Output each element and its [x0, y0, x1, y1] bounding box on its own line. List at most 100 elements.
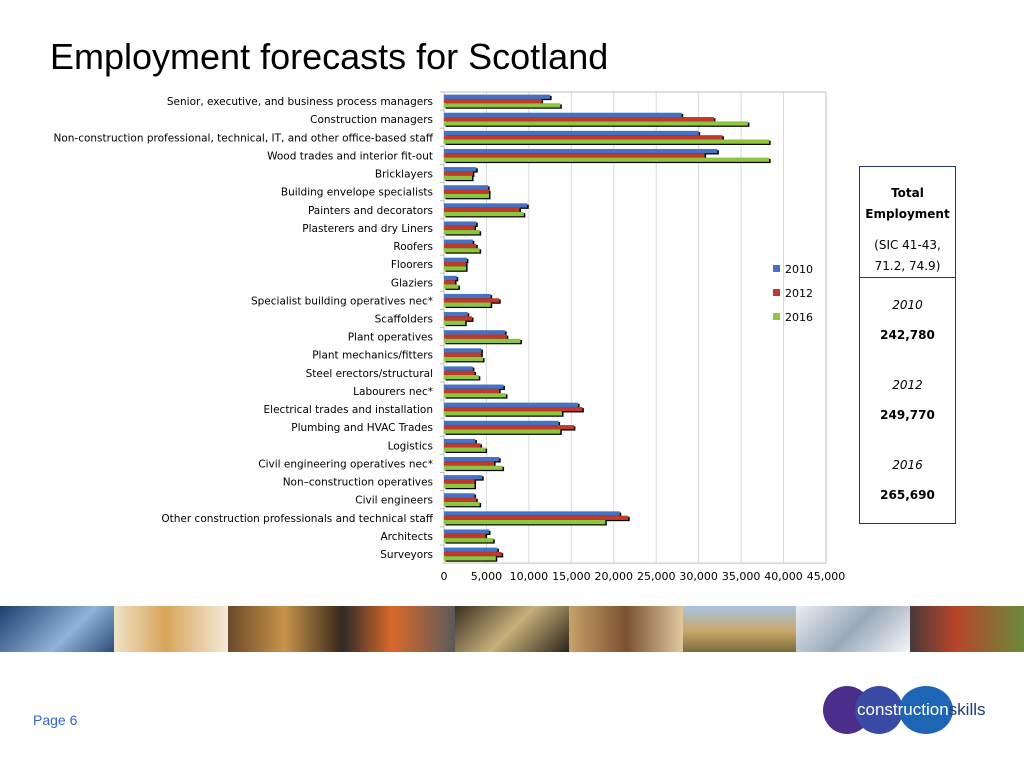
bar-2012: [444, 461, 495, 466]
bar-2010: [444, 493, 475, 498]
category-label: Specialist building operatives nec*: [251, 295, 433, 307]
bar-2016: [444, 356, 484, 362]
bar-2010: [444, 511, 620, 516]
bar-2016: [444, 393, 506, 398]
x-tick-label: 5,000: [471, 570, 503, 583]
category-label: Electrical trades and installation: [264, 404, 433, 416]
bar-2016: [444, 284, 459, 289]
total-value-2010: 242,780: [880, 328, 935, 342]
total-value-2012: 249,770: [880, 408, 935, 422]
bar-2016: [444, 483, 475, 489]
employment-bar-chart: Senior, executive, and business process …: [53, 91, 846, 583]
category-label: Steel erectors/structural: [306, 368, 433, 380]
legend-label-2010: 2010: [785, 263, 813, 276]
logo-text-construction: construction: [857, 700, 949, 719]
bar-2012: [444, 189, 489, 194]
category-label: Scaffolders: [375, 314, 433, 326]
x-tick-label: 0: [441, 570, 448, 583]
page-title: Employment forecasts for Scotland: [50, 36, 609, 77]
bar-2012: [444, 153, 705, 158]
bar-2010: [444, 257, 467, 262]
bar-2012: [444, 479, 475, 484]
bar-2012: [444, 515, 629, 520]
bar-2016: [444, 157, 770, 162]
total-year-2012: 2012: [892, 378, 923, 392]
bar-2010: [444, 529, 489, 534]
bar-2012: [444, 261, 467, 267]
category-label: Logistics: [388, 440, 433, 452]
bar-2010: [444, 148, 718, 154]
x-tick-label: 20,000: [595, 570, 634, 583]
bar-2010: [444, 547, 498, 552]
bar-2012: [444, 171, 473, 176]
total-employment-box: Total Employment (SIC 41-43, 71.2, 74.9)…: [859, 166, 956, 524]
x-tick-label: 35,000: [722, 570, 761, 583]
bar-2012: [444, 98, 542, 104]
category-label: Construction managers: [310, 114, 433, 126]
bar-2010: [444, 239, 473, 244]
bar-2010: [444, 384, 504, 389]
bar-2016: [444, 375, 479, 380]
bar-2010: [444, 330, 506, 335]
bar-2010: [444, 457, 500, 462]
category-label: Glaziers: [391, 277, 433, 289]
bar-2010: [444, 167, 477, 172]
category-label: Non-construction professional, technical…: [53, 132, 433, 144]
bar-2012: [444, 533, 486, 539]
total-value-2016: 265,690: [880, 488, 935, 502]
bar-2016: [444, 501, 480, 507]
bar-2012: [444, 225, 475, 231]
bar-2016: [444, 519, 606, 525]
category-label: Labourers nec*: [353, 386, 433, 398]
bar-2016: [444, 175, 473, 180]
x-tick-label: 10,000: [510, 570, 549, 583]
photo-building-glass: [0, 606, 114, 652]
bar-2010: [444, 402, 579, 407]
page-number: Page 6: [33, 712, 78, 728]
bar-2012: [444, 316, 473, 321]
photo-meeting: [568, 606, 683, 652]
bar-2010: [444, 185, 489, 190]
bar-2016: [444, 193, 489, 199]
photo-spiral-structure: [796, 606, 911, 652]
bar-2016: [444, 411, 562, 416]
bar-2012: [444, 370, 475, 376]
bar-2012: [444, 243, 477, 249]
bar-2010: [444, 475, 483, 480]
category-label: Non–construction operatives: [283, 477, 433, 489]
category-label: Plant mechanics/fitters: [312, 350, 433, 362]
bar-2010: [444, 366, 473, 371]
bar-2012: [444, 117, 714, 122]
bar-2016: [444, 302, 491, 307]
photo-glass-roof: [455, 606, 569, 652]
bar-2016: [444, 139, 770, 144]
bar-2012: [444, 388, 500, 394]
bar-2016: [444, 429, 561, 434]
total-employment-heading: Total Employment: [865, 186, 950, 221]
bar-2016: [444, 338, 521, 344]
bar-2012: [444, 425, 574, 430]
legend-swatch-2012: [773, 289, 780, 296]
bar-2010: [444, 420, 559, 426]
bar-2016: [444, 211, 524, 217]
x-tick-label: 15,000: [552, 570, 591, 583]
bar-2010: [444, 348, 482, 353]
x-tick-label: 25,000: [637, 570, 676, 583]
photo-worker-hardhat: [341, 606, 456, 652]
bar-2010: [444, 293, 491, 299]
category-label: Plumbing and HVAC Trades: [291, 422, 433, 434]
category-label: Plant operatives: [348, 332, 433, 344]
legend-label-2016: 2016: [785, 311, 813, 324]
bar-2010: [444, 130, 699, 136]
bar-2016: [444, 465, 503, 470]
bar-2016: [444, 538, 494, 543]
category-label: Painters and decorators: [308, 205, 433, 217]
total-year-2010: 2010: [892, 298, 923, 312]
bar-2012: [444, 280, 456, 285]
x-tick-label: 45,000: [807, 570, 846, 583]
photo-construction-site: [227, 606, 342, 652]
bar-2010: [444, 312, 468, 317]
category-label: Bricklayers: [375, 169, 433, 181]
category-label: Surveyors: [380, 549, 433, 561]
bar-2012: [444, 406, 583, 412]
